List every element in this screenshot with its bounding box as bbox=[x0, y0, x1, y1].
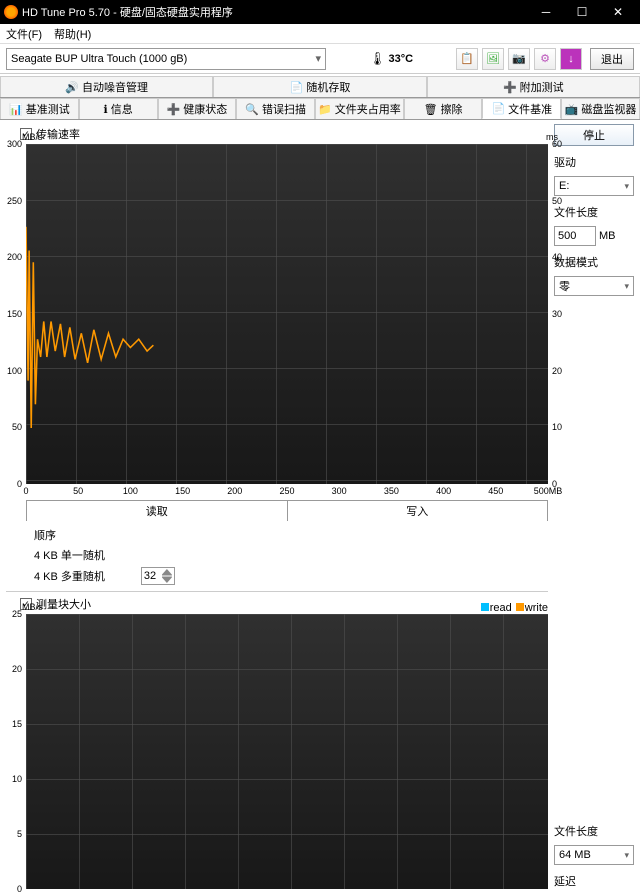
tab-benchmark[interactable]: 📊基准测试 bbox=[0, 98, 79, 119]
close-button[interactable]: ✕ bbox=[600, 0, 636, 24]
stop-button[interactable]: 停止 bbox=[554, 124, 634, 146]
data-mode-select[interactable]: 零 bbox=[554, 276, 634, 296]
read-header: 读取 bbox=[26, 501, 288, 521]
drive-label: 驱动 bbox=[554, 154, 634, 170]
y-unit-label: MB/s bbox=[22, 132, 43, 142]
tool-snapshot-button[interactable]: 📷 bbox=[508, 48, 530, 70]
tab-disk-monitor[interactable]: 📺磁盘监视器 bbox=[561, 98, 640, 119]
file-length2-label: 文件长度 bbox=[554, 823, 634, 839]
info-icon: ℹ bbox=[104, 103, 108, 116]
window-title: HD Tune Pro 5.70 - 硬盘/固态硬盘实用程序 bbox=[22, 4, 528, 20]
transfer-rate-chart: MB/s ms 300250200150100500 6050403020100… bbox=[26, 144, 548, 484]
maximize-button[interactable]: ☐ bbox=[564, 0, 600, 24]
file-length-unit: MB bbox=[599, 230, 616, 242]
temperature-display: 🌡 33°C bbox=[369, 51, 413, 67]
content-area: ✓ 传输速率 MB/s ms 300250200150100500 605040… bbox=[0, 120, 640, 893]
tool-options-button[interactable]: ⚙ bbox=[534, 48, 556, 70]
app-icon bbox=[4, 5, 18, 19]
menu-file[interactable]: 文件(F) bbox=[6, 26, 42, 42]
seq-label: 顺序 bbox=[34, 527, 56, 543]
folder-icon: 📁 bbox=[318, 103, 332, 116]
tab-folder-usage[interactable]: 📁文件夹占用率 bbox=[315, 98, 404, 119]
search-icon: 🔍 bbox=[245, 103, 259, 116]
block-size-label: 测量块大小 bbox=[36, 596, 91, 612]
tool-screenshot-button[interactable]: 🖼 bbox=[482, 48, 504, 70]
tab-erase[interactable]: 🗑擦除 bbox=[404, 98, 483, 119]
block-size-checkbox-row: ✓ 测量块大小 bbox=[20, 596, 548, 612]
monitor-icon: 📺 bbox=[565, 103, 579, 116]
chart-legend: read write bbox=[481, 602, 548, 614]
tool-save-button[interactable]: ↓ bbox=[560, 48, 582, 70]
file-length-label: 文件长度 bbox=[554, 204, 634, 220]
menubar: 文件(F) 帮助(H) bbox=[0, 24, 640, 44]
tab-auto-noise[interactable]: 🔊自动噪音管理 bbox=[0, 76, 213, 97]
plus-icon: ➕ bbox=[503, 81, 517, 94]
block-size-chart: MB/s read write 2520151050 bbox=[26, 614, 548, 889]
thermometer-icon: 🌡 bbox=[369, 51, 386, 67]
erase-icon: 🗑 bbox=[424, 103, 438, 116]
tab-error-scan[interactable]: 🔍错误扫描 bbox=[236, 98, 315, 119]
health-icon: ➕ bbox=[167, 103, 181, 116]
tab-random-access[interactable]: 📄随机存取 bbox=[213, 76, 426, 97]
speaker-icon: 🔊 bbox=[65, 81, 79, 94]
file-icon: 📄 bbox=[491, 102, 505, 115]
sidebar: 停止 驱动 E: 文件长度 MB 数据模式 零 文件长度 64 MB 延迟 bbox=[554, 124, 634, 889]
tab-file-benchmark[interactable]: 📄文件基准 bbox=[482, 98, 561, 119]
tab-extra-tests[interactable]: ➕附加测试 bbox=[427, 76, 640, 97]
drive-letter-select[interactable]: E: bbox=[554, 176, 634, 196]
y2-unit-label: MB/s bbox=[22, 602, 43, 612]
write-header: 写入 bbox=[288, 501, 549, 521]
data-mode-label: 数据模式 bbox=[554, 254, 634, 270]
drive-selector[interactable]: Seagate BUP Ultra Touch (1000 gB) bbox=[6, 48, 326, 70]
queue-depth-spinner[interactable]: 32 bbox=[141, 567, 175, 585]
tab-row-1: 🔊自动噪音管理 📄随机存取 ➕附加测试 bbox=[0, 76, 640, 98]
rnd-multi-label: 4 KB 多重随机 bbox=[34, 568, 105, 584]
file-length2-select[interactable]: 64 MB bbox=[554, 845, 634, 865]
delay-label: 延迟 bbox=[554, 873, 634, 889]
toolbar: Seagate BUP Ultra Touch (1000 gB) 🌡 33°C… bbox=[0, 44, 640, 74]
random-icon: 📄 bbox=[290, 81, 304, 94]
test-options: 顺序 4 KB 单一随机 4 KB 多重随机 32 bbox=[34, 527, 548, 585]
minimize-button[interactable]: ─ bbox=[528, 0, 564, 24]
tab-info[interactable]: ℹ信息 bbox=[79, 98, 158, 119]
chart-icon: 📊 bbox=[9, 103, 23, 116]
exit-button[interactable]: 退出 bbox=[590, 48, 634, 70]
tool-copy-button[interactable]: 📋 bbox=[456, 48, 478, 70]
read-write-headers: 读取 写入 bbox=[26, 500, 548, 521]
menu-help[interactable]: 帮助(H) bbox=[54, 26, 91, 42]
titlebar: HD Tune Pro 5.70 - 硬盘/固态硬盘实用程序 ─ ☐ ✕ bbox=[0, 0, 640, 24]
tab-health[interactable]: ➕健康状态 bbox=[158, 98, 237, 119]
tab-row-2: 📊基准测试 ℹ信息 ➕健康状态 🔍错误扫描 📁文件夹占用率 🗑擦除 📄文件基准 … bbox=[0, 98, 640, 120]
rnd-single-label: 4 KB 单一随机 bbox=[34, 547, 105, 563]
transfer-rate-checkbox-row: ✓ 传输速率 bbox=[20, 126, 548, 142]
